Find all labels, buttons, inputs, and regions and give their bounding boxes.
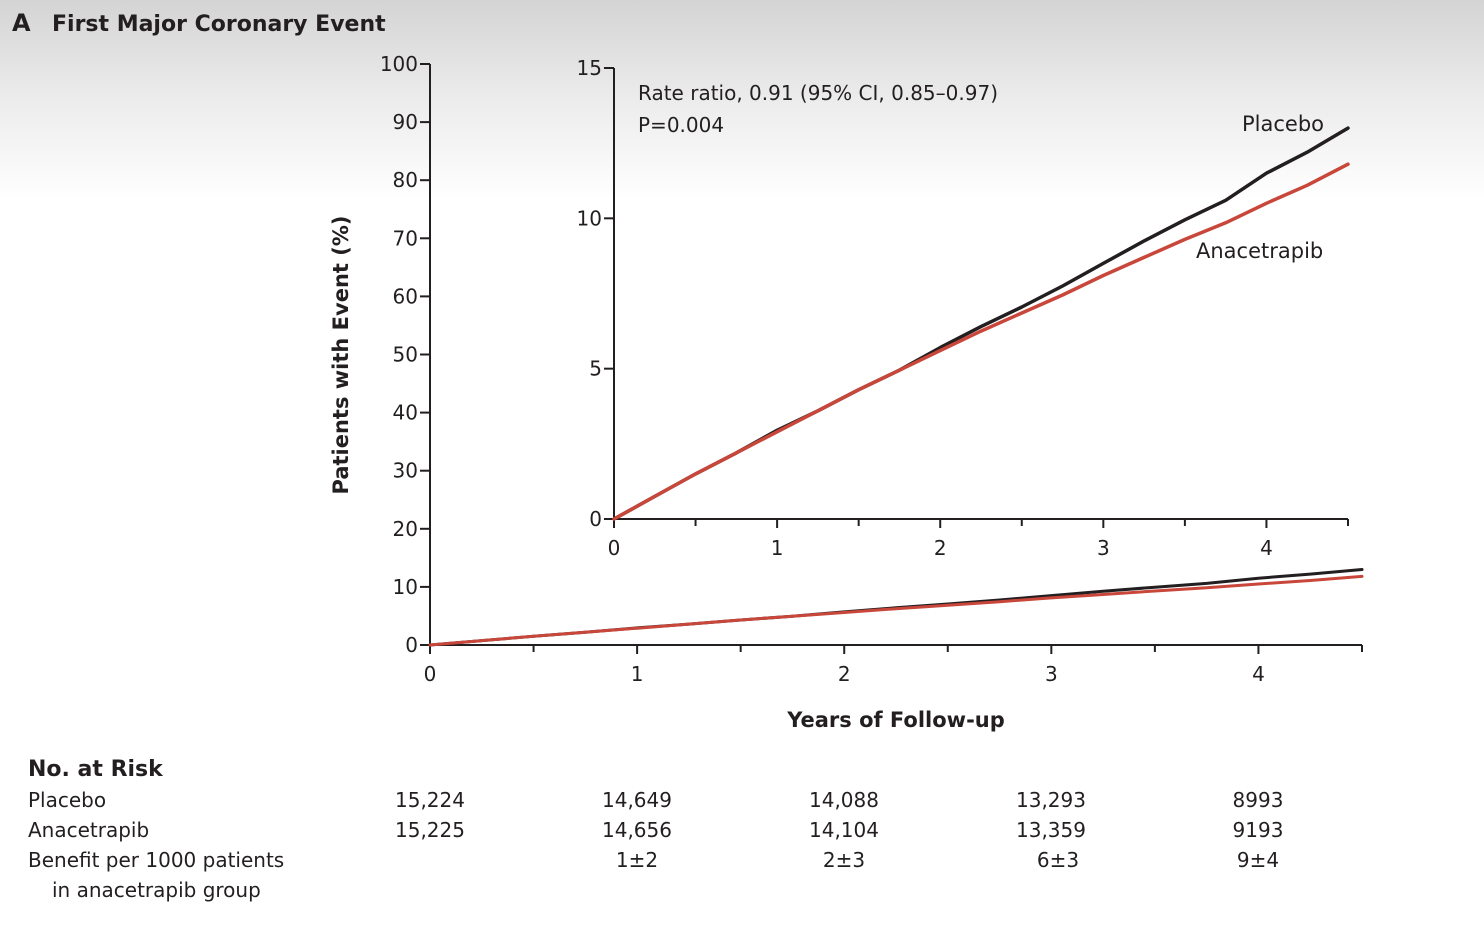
y-tick-label: 80	[393, 168, 418, 192]
risk-table: No. at Risk Placebo Anacetrapib Benefit …	[28, 757, 1283, 902]
inset-chart: 0 5 10 15 0 1 2 3 4 Rate ratio, 0.91 (95% CI, 0…	[577, 56, 1350, 560]
y-tick-label: 40	[393, 401, 418, 425]
risk-cell: 15,224	[395, 788, 465, 812]
y-tick-label: 70	[393, 226, 418, 250]
panel-title: First Major Coronary Event	[52, 12, 386, 37]
y-tick-label: 90	[393, 110, 418, 134]
x-tick-label: 2	[838, 662, 851, 686]
y-tick-label: 60	[393, 284, 418, 308]
risk-row-label: Benefit per 1000 patients	[28, 848, 284, 872]
y-tick-label: 10	[393, 575, 418, 599]
x-tick-label: 4	[1260, 536, 1273, 560]
inset-series	[612, 126, 1350, 521]
risk-cell: 6±3	[1037, 848, 1079, 872]
risk-row-label: Placebo	[28, 788, 106, 812]
risk-cell: 1±2	[616, 848, 658, 872]
risk-table-heading: No. at Risk	[28, 757, 164, 782]
anacetrapib-label: Anacetrapib	[1196, 239, 1323, 263]
risk-row-label-continued: in anacetrapib group	[52, 878, 261, 902]
risk-cell: 14,656	[602, 818, 672, 842]
y-tick-label: 20	[393, 517, 418, 541]
p-value-annotation: P=0.004	[638, 113, 724, 137]
y-tick-label: 10	[577, 206, 602, 230]
main-axes	[429, 64, 1362, 646]
panel-letter: A	[12, 9, 31, 37]
x-tick-label: 1	[631, 662, 644, 686]
y-axis-title: Patients with Event (%)	[329, 216, 353, 495]
rate-ratio-annotation: Rate ratio, 0.91 (95% CI, 0.85–0.97)	[638, 81, 998, 105]
inset-y-axis: 0 5 10 15	[577, 56, 614, 531]
risk-cell: 8993	[1233, 788, 1284, 812]
y-tick-label: 0	[405, 633, 418, 657]
inset-x-axis: 0 1 2 3 4	[608, 519, 1349, 560]
placebo-label: Placebo	[1242, 112, 1324, 136]
x-tick-label: 0	[608, 536, 621, 560]
y-tick-label: 5	[589, 357, 602, 381]
risk-cell: 14,104	[809, 818, 879, 842]
risk-cell: 14,649	[602, 788, 672, 812]
x-axis-title: Years of Follow-up	[786, 708, 1005, 732]
series-line-anacetrapib	[428, 574, 1364, 647]
x-tick-label: 3	[1045, 662, 1058, 686]
risk-cell: 13,359	[1016, 818, 1086, 842]
x-tick-label: 1	[771, 536, 784, 560]
x-tick-label: 2	[934, 536, 947, 560]
main-x-axis: 0 1 2 3 4	[424, 645, 1363, 686]
series-line-anacetrapib	[612, 162, 1350, 521]
main-series	[428, 568, 1364, 647]
risk-cell: 9±4	[1237, 848, 1279, 872]
inset-axes	[613, 68, 1348, 520]
risk-cell: 2±3	[823, 848, 865, 872]
x-tick-label: 4	[1252, 662, 1265, 686]
y-tick-label: 0	[589, 507, 602, 531]
risk-cell: 13,293	[1016, 788, 1086, 812]
risk-row-label: Anacetrapib	[28, 818, 149, 842]
risk-cell: 14,088	[809, 788, 879, 812]
x-tick-label: 3	[1097, 536, 1110, 560]
risk-cell: 15,225	[395, 818, 465, 842]
y-tick-label: 50	[393, 343, 418, 367]
y-tick-label: 15	[577, 56, 602, 80]
x-tick-label: 0	[424, 662, 437, 686]
y-tick-label: 30	[393, 459, 418, 483]
y-tick-label: 100	[380, 52, 418, 76]
main-y-axis: 0 10 20 30 40 50 60 70 80 90 100	[380, 52, 430, 657]
risk-cell: 9193	[1233, 818, 1284, 842]
